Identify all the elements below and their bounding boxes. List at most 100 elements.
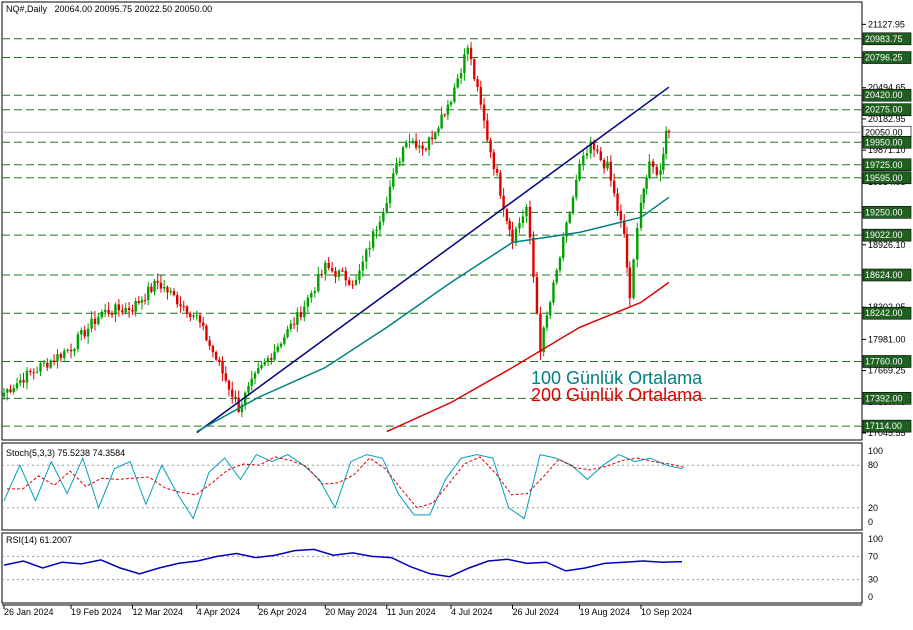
candle-body [344, 270, 347, 281]
candle-body [221, 361, 224, 374]
candle-body [347, 280, 351, 285]
candle-body [39, 363, 42, 372]
candle-body [596, 149, 599, 152]
candle-body [392, 173, 395, 187]
candle-body [114, 304, 117, 315]
candle-body [514, 228, 518, 244]
candle-body [518, 223, 521, 229]
candle-body [599, 151, 602, 160]
candle-body [337, 270, 341, 277]
level-box [862, 392, 912, 405]
candle-body [521, 216, 525, 224]
candle-body [571, 197, 575, 214]
candle-body [382, 211, 385, 222]
candle-body [405, 142, 408, 148]
candle-body [2, 392, 6, 397]
time-tick-label: 19 Feb 2024 [71, 607, 122, 617]
candle-body [585, 153, 589, 156]
candle-body [90, 318, 93, 329]
candle-body [103, 309, 107, 312]
level-label: 20275.00 [865, 105, 903, 115]
candle-body [552, 282, 555, 303]
candle-body [93, 318, 97, 324]
chart-header: NQ#,Daily 20064.00 20095.75 20022.50 200… [6, 4, 212, 14]
ohlc-values: 20064.00 20095.75 20022.50 20050.00 [54, 4, 213, 14]
candle-body [449, 101, 453, 105]
price-tick-label: 20494.65 [868, 83, 906, 93]
candle-body [473, 59, 476, 80]
candle-body [179, 304, 182, 307]
candle-body [562, 236, 565, 258]
stoch-level-label: 20 [868, 503, 878, 513]
candle-body [185, 306, 189, 314]
candle-body [642, 188, 645, 203]
candle-body [257, 368, 260, 374]
candle-body [127, 307, 131, 311]
candle-body [456, 78, 459, 88]
candle-body [147, 286, 150, 300]
candle-body [279, 343, 283, 347]
candle-body [80, 330, 83, 335]
candle-body [172, 290, 176, 296]
stoch-main-line [3, 453, 683, 520]
stoch-title: Stoch(5,3,3) 75.5238 74.3584 [6, 448, 126, 458]
ma100-annotation: 100 Günlük Ortalama [531, 368, 703, 388]
candle-body [466, 47, 469, 55]
candle-body [486, 120, 489, 141]
time-tick-label: 10 Sep 2024 [641, 607, 692, 617]
candle-body [508, 221, 511, 230]
candle-body [247, 385, 250, 393]
level-box [862, 88, 912, 102]
candle-body [153, 280, 156, 292]
candle-body [25, 370, 29, 383]
candle-body [648, 161, 651, 178]
candle-body [292, 323, 296, 325]
level-box [862, 103, 912, 117]
candle-body [110, 313, 114, 315]
candle-body [492, 152, 496, 170]
rsi-line [3, 548, 683, 578]
level-box [862, 32, 912, 46]
candle-body [388, 186, 392, 204]
candle-body [134, 301, 137, 312]
level-box [862, 419, 912, 433]
candle-body [143, 299, 147, 301]
candle-body [97, 317, 100, 324]
price-tick-label: 20182.95 [868, 114, 906, 124]
time-tick-label: 20 May 2024 [325, 607, 377, 617]
level-label: 18242.00 [865, 308, 903, 318]
candle-body [476, 79, 479, 88]
candle-body [664, 130, 668, 154]
candle-body [411, 140, 415, 142]
candle-body [408, 141, 411, 143]
candle-body [495, 169, 499, 173]
candle-body [421, 145, 424, 149]
candle-body [446, 104, 450, 115]
candle-body [270, 358, 273, 360]
candle-body [35, 371, 39, 373]
level-label: 17392.00 [865, 393, 903, 403]
candle-body [609, 161, 613, 181]
candle-body [385, 203, 388, 212]
candle-body [568, 213, 571, 223]
candle-body [398, 161, 401, 164]
candle-body [231, 389, 234, 397]
candle-body [83, 330, 86, 337]
rsi-title: RSI(14) 61.2007 [6, 535, 73, 545]
level-label: 17760.00 [865, 356, 903, 366]
candle-body [499, 172, 502, 196]
candle-body [86, 328, 90, 337]
candle-body [528, 206, 532, 238]
candle-body [176, 295, 179, 305]
pane-frame-0 [1, 1, 863, 441]
candle-body [76, 334, 80, 349]
time-tick-label: 26 Apr 2024 [258, 607, 307, 617]
candle-body [283, 337, 286, 344]
candle-body [9, 389, 12, 393]
candle-body [479, 87, 483, 105]
candle-body [578, 163, 581, 180]
candle-body [192, 315, 195, 318]
candle-body [639, 202, 643, 229]
candle-body [124, 307, 127, 313]
